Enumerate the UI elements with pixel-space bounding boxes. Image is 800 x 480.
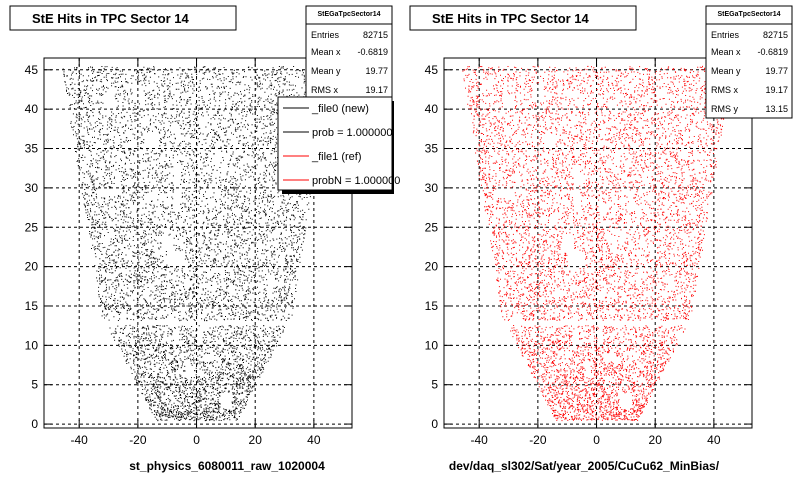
x-tick-label: 0 [593,433,600,447]
y-tick-label: 45 [25,63,39,77]
y-tick-label: 40 [425,102,439,116]
right-title-box [409,5,637,31]
right-stats-title: StEGaTpcSector14 [717,11,780,18]
left-stats-box: StEGaTpcSector14 Entries 82715 Mean x -0… [305,5,393,99]
y-tick-label: 20 [425,260,439,274]
y-tick-label: 20 [25,260,39,274]
legend-entry: probN = 1.000000 [312,175,400,187]
legend-box: _file0 (new) prob = 1.000000 _file1 (ref… [277,96,400,194]
y-tick-label: 0 [431,417,438,431]
y-tick-label: 35 [425,142,439,156]
y-tick-label: 25 [25,220,39,234]
right-hit-points [462,65,732,422]
right-chart-title: StE Hits in TPC Sector 14 [432,11,590,26]
right-stats-value: 13.15 [765,104,788,114]
y-tick-label: 0 [31,417,38,431]
left-stats-value: 19.17 [365,85,388,95]
hit-points [462,65,732,422]
legend-entry: prob = 1.000000 [312,127,392,139]
x-tick-label: 0 [193,433,200,447]
right-stats-value: 19.77 [765,66,788,76]
x-tick-label: 20 [249,433,263,447]
right-stats-label: RMS x [711,85,739,95]
right-stats-value: -0.6819 [757,47,788,57]
left-chart-title: StE Hits in TPC Sector 14 [32,11,190,26]
x-tick-label: 20 [649,433,663,447]
right-stats-value: 82715 [763,30,788,40]
left-tick-labels: -40 -20 0 20 40 0 5 10 15 20 25 30 35 40 45 [25,63,321,447]
left-title-box [9,5,237,31]
right-stats-label: Mean y [711,66,741,76]
left-panel: StE Hits in TPC Sector 14 -40 -20 0 20 40 0 5 1… [9,5,400,473]
right-tick-labels: -40 -20 0 20 40 0 5 10 15 20 25 30 35 40 45 [425,63,721,447]
right-plot-frame [443,57,753,429]
left-stats-label: Mean x [311,47,341,57]
y-tick-label: 35 [25,142,39,156]
y-tick-label: 5 [31,378,38,392]
x-tick-label: 40 [307,433,321,447]
x-tick-label: -40 [71,433,89,447]
y-tick-label: 30 [25,181,39,195]
right-stats-label: Entries [711,30,740,40]
left-stats-label: RMS x [311,85,339,95]
y-tick-label: 30 [425,181,439,195]
left-x-axis-label: st_physics_6080011_raw_1020004 [129,459,325,473]
y-tick-label: 5 [431,378,438,392]
left-stats-label: Entries [311,30,340,40]
left-stats-value: 19.77 [365,66,388,76]
right-stats-label: RMS y [711,104,739,114]
y-tick-label: 10 [425,338,439,352]
y-tick-label: 40 [25,102,39,116]
x-tick-label: -40 [471,433,489,447]
legend-entry: _file0 (new) [311,103,369,115]
x-tick-label: -20 [529,433,547,447]
right-stats-value: 19.17 [765,85,788,95]
right-panel: StE Hits in TPC Sector 14 -40 -20 0 20 40 0 5 1… [409,5,793,473]
right-stats-box: StEGaTpcSector14 Entries 82715 Mean x -0… [705,5,793,119]
y-tick-label: 25 [425,220,439,234]
y-tick-label: 45 [425,63,439,77]
left-stats-value: 82715 [363,30,388,40]
right-x-axis-label: dev/daq_sl302/Sat/year_2005/CuCu62_MinBi… [449,459,720,473]
left-stats-label: Mean y [311,66,341,76]
x-tick-label: -20 [129,433,147,447]
y-tick-label: 10 [25,338,39,352]
left-stats-value: -0.6819 [357,47,388,57]
right-stats-label: Mean x [711,47,741,57]
y-tick-label: 15 [25,299,39,313]
legend-entry: _file1 (ref) [311,151,362,163]
left-stats-title: StEGaTpcSector14 [317,11,380,18]
x-tick-label: 40 [707,433,721,447]
y-tick-label: 15 [425,299,439,313]
